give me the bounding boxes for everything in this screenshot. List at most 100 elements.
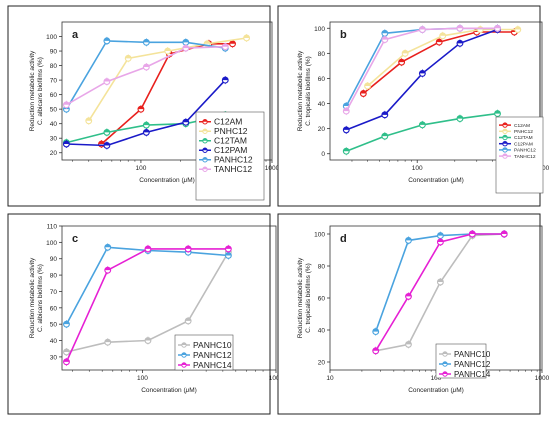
y-tick-label: 100 <box>314 26 325 33</box>
x-axis-label-text: Concentration ( <box>141 387 186 394</box>
legend-label: PNHC12 <box>514 129 533 135</box>
y-tick-label: 100 <box>46 240 57 247</box>
data-point-fill <box>103 37 110 41</box>
series-C12PAM <box>62 76 229 150</box>
legend-item-C12TAM: C12TAM <box>499 134 533 141</box>
legend-item-PANHC10: PANHC10 <box>178 340 232 350</box>
data-point-fill <box>437 232 444 236</box>
data-point-fill <box>381 36 388 40</box>
data-point-fill <box>63 321 70 325</box>
legend-label: TANHC12 <box>214 164 252 174</box>
legend-swatch-fill <box>442 361 448 364</box>
data-point-fill <box>381 133 388 137</box>
data-point-fill <box>63 349 70 352</box>
legend-swatch-fill <box>442 371 448 374</box>
data-point-fill <box>225 252 232 256</box>
legend-label: PANHC12 <box>193 350 232 360</box>
data-point-fill <box>164 48 171 52</box>
x-axis-label-text: Concentration ( <box>408 177 453 184</box>
legend-label: C12AM <box>214 117 242 127</box>
data-point-fill <box>225 246 232 249</box>
legend-item-PANHC12: PANHC12 <box>199 155 253 165</box>
series-PANHC14 <box>63 244 232 366</box>
data-point-fill <box>343 126 350 130</box>
legend-item-PANHC12: PANHC12 <box>178 350 232 360</box>
data-point-fill <box>204 40 211 44</box>
x-axis-label-mu: μ <box>183 177 188 184</box>
data-point-fill <box>439 32 446 36</box>
data-point-fill <box>469 231 476 234</box>
plot-area <box>61 225 277 371</box>
data-point-fill <box>405 341 412 345</box>
series-TANHC12 <box>62 42 229 109</box>
panel-a: 20 30 40 50 60 70 80 90 100 100 1000 Concentration … <box>7 5 280 207</box>
plot-area <box>61 21 273 161</box>
x-tick-label: 100 <box>431 375 442 382</box>
y-tick-label: 0 <box>321 151 325 158</box>
data-point-fill <box>185 318 192 321</box>
legend-swatch-fill <box>202 138 208 141</box>
data-point-fill <box>103 129 110 133</box>
y-tick-label: 100 <box>314 232 325 239</box>
data-point-fill <box>143 129 150 133</box>
legend-label: C12PAM <box>214 145 247 155</box>
data-point-fill <box>494 110 501 114</box>
x-tick-label: 1000 <box>269 375 284 382</box>
panel-letter: c <box>72 233 78 245</box>
legend-swatch-fill <box>502 129 508 132</box>
legend-item-PANHC12: PANHC12 <box>499 147 536 154</box>
x-tick-label: 1000 <box>535 375 550 382</box>
legend-swatch-fill <box>442 351 448 354</box>
data-point-fill <box>457 40 463 44</box>
x-axis-label-unit: M) <box>187 177 195 184</box>
data-point-fill <box>104 267 111 271</box>
x-tick-label: 10 <box>326 375 334 382</box>
y-tick-label: 40 <box>50 338 58 345</box>
legend-swatch-fill <box>202 129 208 132</box>
panel-d: 20 40 60 80 100 10 100 1000 Concentration (μM) Re… <box>277 213 550 415</box>
data-point-fill <box>222 77 229 81</box>
data-point-fill <box>381 111 388 115</box>
legend-item-C12PAM: C12PAM <box>499 141 533 147</box>
legend-swatch-fill <box>202 167 208 170</box>
y-tick-label: 90 <box>50 256 58 263</box>
data-point-fill <box>85 117 92 121</box>
x-axis-label: Concentration (μM) <box>141 387 197 394</box>
data-point-fill <box>143 122 150 126</box>
x-axis-label-unit: M) <box>456 387 464 394</box>
data-point-fill <box>405 237 412 241</box>
data-point-fill <box>457 115 463 119</box>
data-point-fill <box>343 108 350 112</box>
legend-swatch-fill <box>202 119 208 122</box>
legend-label: PANHC10 <box>454 350 491 359</box>
data-point-fill <box>437 239 444 242</box>
legend-swatch-fill <box>202 148 208 151</box>
y-tick-label: 100 <box>46 34 57 41</box>
panel-frame <box>277 213 541 415</box>
y-tick-label: 110 <box>47 224 58 231</box>
data-point-fill <box>457 25 463 29</box>
y-tick-label: 40 <box>50 121 58 128</box>
y-tick-label: 50 <box>50 322 58 329</box>
legend-swatch-fill <box>502 153 508 157</box>
x-axis-label: Concentration (μM) <box>139 177 195 184</box>
data-point-fill <box>243 35 250 38</box>
y-tick-label: 30 <box>50 136 58 143</box>
legend-label: C12PAM <box>514 141 533 147</box>
data-point-fill <box>182 45 189 49</box>
data-point-fill <box>182 119 189 123</box>
panel-letter: d <box>340 233 347 245</box>
y-axis-label-line2: C. albicans biofilms (%) <box>37 264 44 332</box>
y-axis-label-line1: Reduction metabolic activity <box>297 50 304 131</box>
y-tick-label: 80 <box>50 273 58 280</box>
legend-item-PNHC12: PNHC12 <box>199 126 248 136</box>
series-PANHC14 <box>372 230 508 355</box>
y-tick-label: 80 <box>318 264 326 271</box>
legend-label: PNHC12 <box>214 126 248 136</box>
legend-item-C12AM: C12AM <box>499 122 530 129</box>
legend-label: PANHC14 <box>454 370 491 379</box>
y-tick-label: 50 <box>50 107 58 114</box>
data-point-fill <box>138 106 144 110</box>
data-point-fill <box>98 141 105 145</box>
x-axis-label-unit: M) <box>456 177 464 184</box>
